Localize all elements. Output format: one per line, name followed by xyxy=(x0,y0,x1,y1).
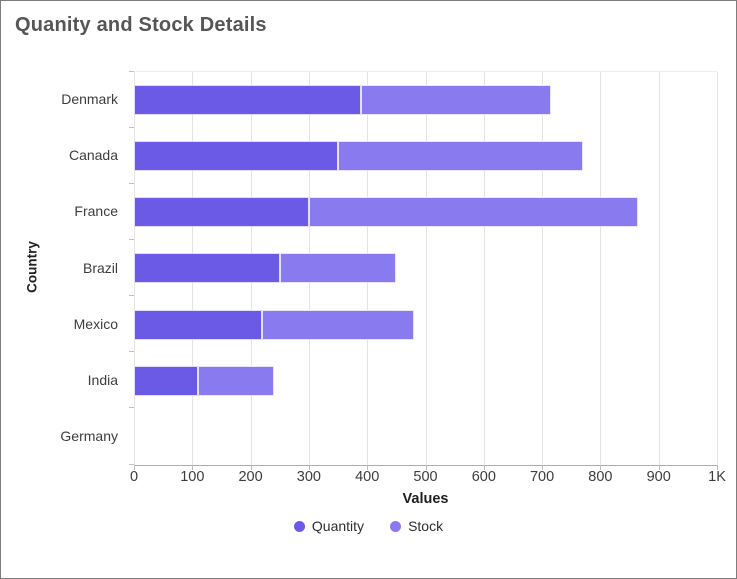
x-tick-mark xyxy=(308,465,310,470)
legend-label: Stock xyxy=(408,518,444,534)
bar-segment-stock-france[interactable] xyxy=(308,197,639,228)
y-category-label-denmark: Denmark xyxy=(61,91,118,108)
legend-label: Quantity xyxy=(311,518,365,534)
chart-title: Quanity and Stock Details xyxy=(15,14,267,36)
y-category-label-germany: Germany xyxy=(60,427,118,444)
x-tick-label: 100 xyxy=(180,469,205,485)
x-tick-label: 300 xyxy=(296,469,321,485)
bar-segment-quantity-france[interactable] xyxy=(134,197,309,228)
chart-legend: Quantity Stock xyxy=(1,518,736,534)
bar-segment-stock-mexico[interactable] xyxy=(262,309,414,340)
bar-row-germany xyxy=(134,409,717,465)
x-axis-tick-marks xyxy=(134,465,718,471)
x-tick-mark xyxy=(542,465,544,470)
x-tick-label: 900 xyxy=(646,469,671,485)
bar-segment-stock-denmark[interactable] xyxy=(361,85,551,116)
bar-row-france xyxy=(134,184,717,240)
y-category-label-india: India xyxy=(87,371,118,388)
y-category-label-brazil: Brazil xyxy=(82,259,118,276)
x-tick-mark xyxy=(483,465,485,470)
legend-item-quantity[interactable]: Quantity xyxy=(293,518,365,534)
x-tick-label: 700 xyxy=(529,469,555,485)
legend-marker-stock-icon xyxy=(390,520,402,532)
x-tick-label: 600 xyxy=(471,469,496,485)
bar-segment-quantity-india[interactable] xyxy=(134,365,199,396)
gridline xyxy=(717,72,718,465)
y-tick-mark xyxy=(129,238,134,240)
x-tick-label: 500 xyxy=(413,469,438,485)
x-tick-mark xyxy=(658,465,660,470)
x-axis-tick-labels: 0 100 200 300 400 500 600 700 800 900 1K xyxy=(130,469,726,487)
y-axis-title: Country xyxy=(24,241,40,293)
y-tick-mark xyxy=(129,463,134,465)
x-tick-mark xyxy=(600,465,602,470)
x-axis-title: Values xyxy=(402,491,449,507)
bar-row-brazil xyxy=(134,240,717,296)
bar-segment-quantity-brazil[interactable] xyxy=(134,253,280,284)
gridline xyxy=(425,72,427,465)
gridline xyxy=(542,72,544,465)
legend-item-stock[interactable]: Stock xyxy=(390,518,443,534)
y-axis-tick-marks xyxy=(129,70,134,465)
legend-marker-quantity-icon xyxy=(293,520,305,532)
x-tick-label: 1K xyxy=(708,469,726,485)
y-tick-mark xyxy=(129,182,134,184)
y-category-label-france: France xyxy=(74,203,118,220)
gridline xyxy=(483,72,485,465)
x-tick-label: 0 xyxy=(129,469,139,485)
x-tick-label: 400 xyxy=(355,469,380,485)
bar-segment-quantity-canada[interactable] xyxy=(134,141,339,172)
bar-segment-stock-canada[interactable] xyxy=(338,141,583,172)
y-tick-mark xyxy=(129,126,134,128)
x-tick-mark xyxy=(192,465,194,470)
x-tick-mark xyxy=(250,465,252,470)
y-tick-mark xyxy=(129,70,134,72)
x-tick-mark xyxy=(134,465,135,470)
y-category-label-canada: Canada xyxy=(68,147,118,164)
y-category-label-mexico: Mexico xyxy=(73,315,118,332)
x-tick-mark xyxy=(717,465,718,470)
y-tick-mark xyxy=(129,407,134,409)
bar-segment-stock-india[interactable] xyxy=(198,365,274,396)
bar-row-denmark xyxy=(134,72,717,128)
bar-segment-quantity-denmark[interactable] xyxy=(134,85,362,116)
x-tick-mark xyxy=(425,465,427,470)
x-tick-label: 200 xyxy=(238,469,263,485)
y-axis-category-labels: Denmark Canada France Brazil Mexico India Germ… xyxy=(1,71,126,464)
x-tick-label: 800 xyxy=(588,469,613,485)
bar-row-mexico xyxy=(134,297,717,353)
y-tick-mark xyxy=(129,351,134,353)
x-tick-mark xyxy=(367,465,369,470)
bar-row-india xyxy=(134,353,717,409)
plot-area xyxy=(134,71,718,466)
y-tick-mark xyxy=(129,295,134,297)
gridline xyxy=(600,72,602,465)
bar-segment-stock-brazil[interactable] xyxy=(279,253,397,284)
bar-segment-quantity-mexico[interactable] xyxy=(134,309,263,340)
bar-row-canada xyxy=(134,128,717,184)
gridline xyxy=(658,72,660,465)
